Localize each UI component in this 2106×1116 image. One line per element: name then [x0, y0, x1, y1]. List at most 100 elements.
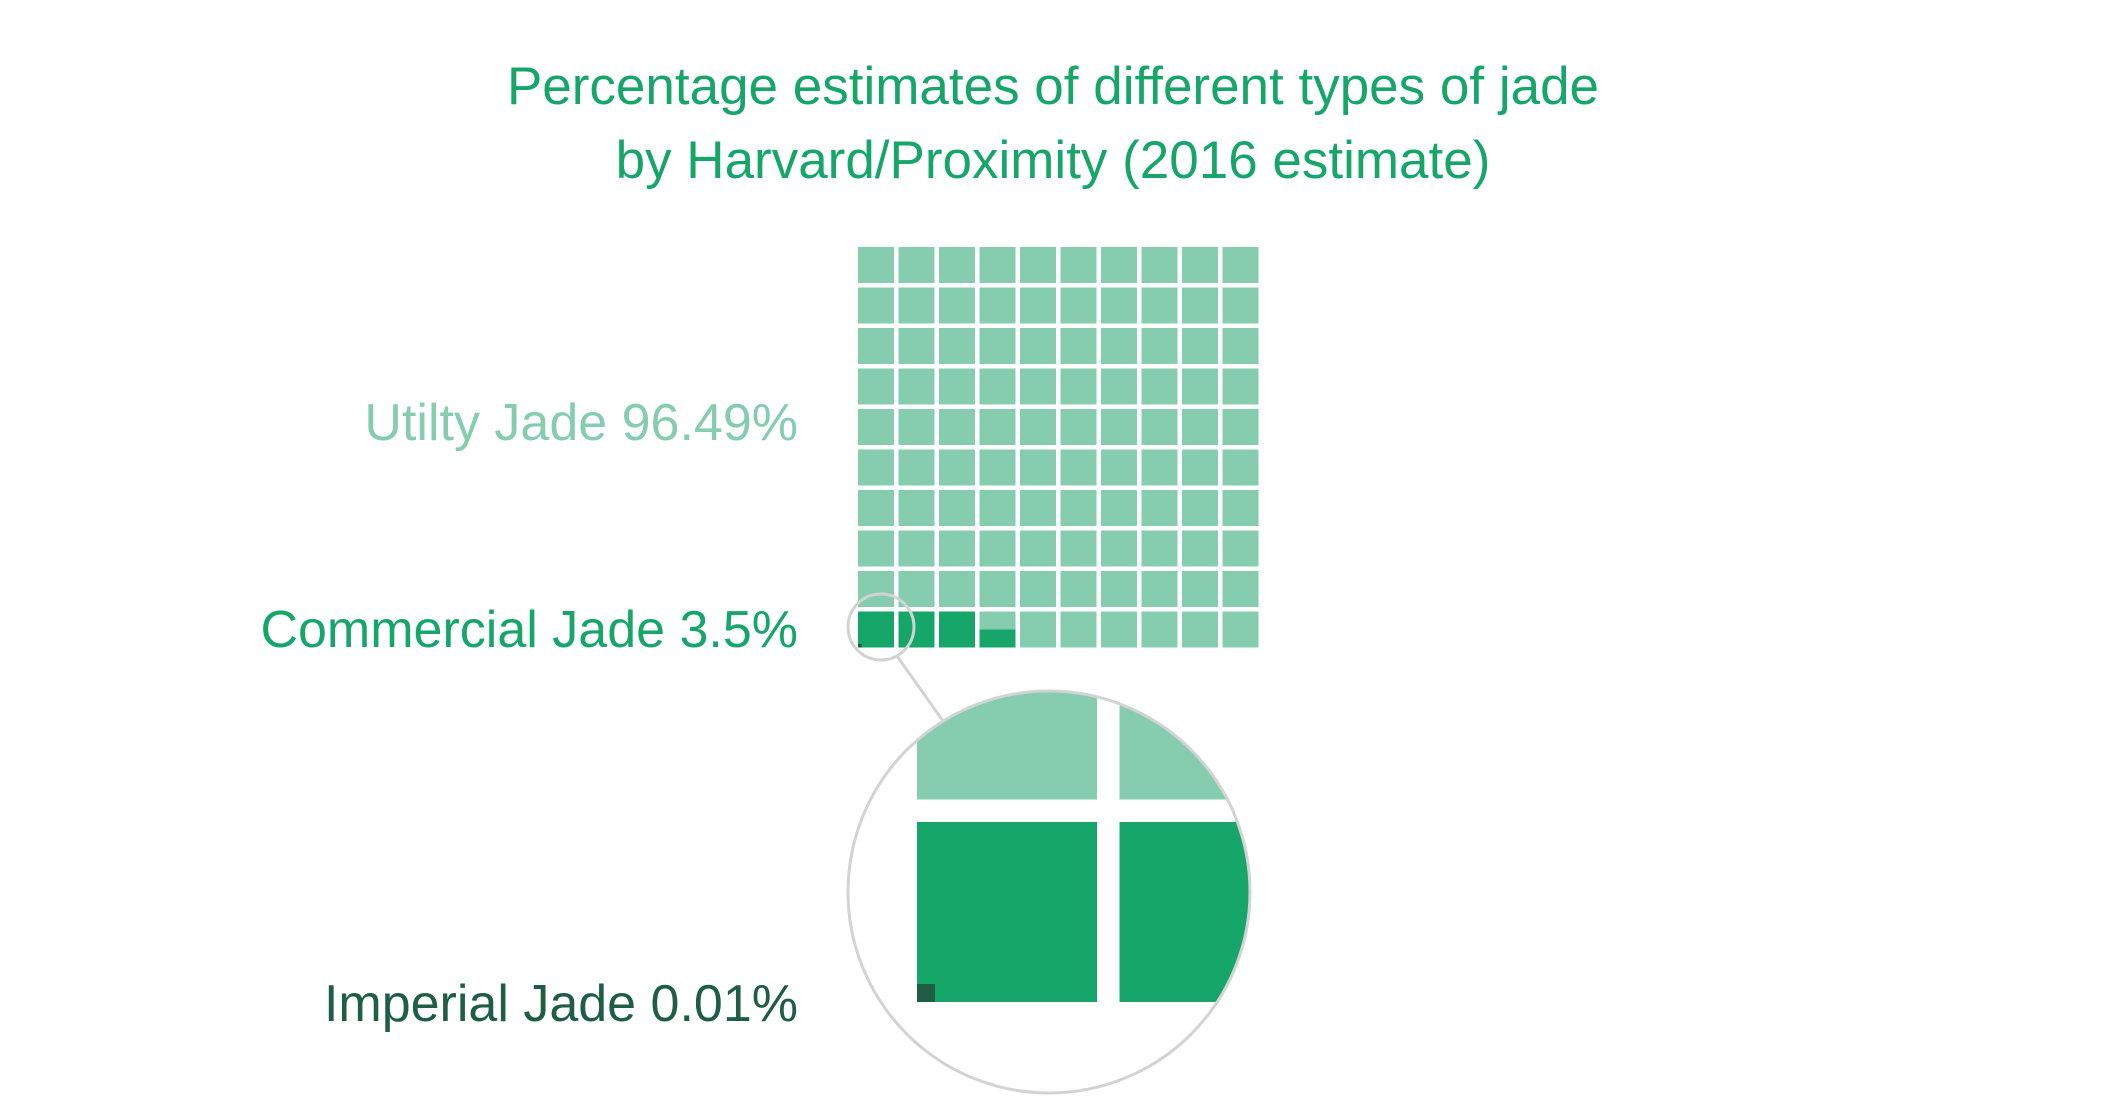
- waffle-square: [1101, 368, 1137, 405]
- waffle-square-commercial: [858, 611, 894, 648]
- waffle-square: [1060, 287, 1097, 324]
- waffle-square: [1182, 368, 1218, 405]
- waffle-square: [979, 449, 1016, 486]
- waffle-square: [1101, 449, 1137, 486]
- waffle-square: [1182, 449, 1218, 486]
- waffle-square: [1060, 409, 1097, 445]
- waffle-square: [898, 449, 935, 486]
- magnified-square: [1322, 620, 1502, 800]
- waffle-square: [1060, 611, 1097, 648]
- magnified-grid: [917, 417, 1502, 1002]
- magnified-square: [1322, 417, 1502, 597]
- waffle-square: [858, 328, 894, 364]
- waffle-square: [939, 287, 975, 324]
- waffle-square: [1060, 449, 1097, 486]
- waffle-square: [1182, 409, 1218, 445]
- chart-title-line-2: by Harvard/Proximity (2016 estimate): [615, 131, 1491, 190]
- waffle-square: [858, 409, 894, 445]
- waffle-square: [1222, 449, 1259, 486]
- chart-title: Percentage estimates of different types …: [0, 50, 2106, 198]
- waffle-square: [1182, 287, 1218, 324]
- waffle-square: [1222, 409, 1259, 445]
- waffle-square: [1101, 409, 1137, 445]
- legend-label-commercial: Commercial Jade 3.5%: [260, 601, 798, 659]
- waffle-square: [1060, 530, 1097, 567]
- waffle-square: [939, 328, 975, 364]
- waffle-square: [1020, 409, 1056, 445]
- magnified-square: [917, 822, 1097, 1002]
- waffle-square: [979, 409, 1016, 445]
- waffle-square: [1101, 490, 1137, 526]
- waffle-square: [1182, 611, 1218, 648]
- waffle-square: [1182, 328, 1218, 364]
- waffle-square: [979, 530, 1016, 567]
- waffle-square: [1020, 530, 1056, 567]
- waffle-square: [1020, 368, 1056, 405]
- waffle-square: [898, 530, 935, 567]
- waffle-square: [1141, 247, 1178, 283]
- waffle-square: [898, 328, 935, 364]
- waffle-square: [1222, 287, 1259, 324]
- waffle-square: [1020, 328, 1056, 364]
- waffle-square: [979, 368, 1016, 405]
- waffle-square: [1020, 490, 1056, 526]
- waffle-square: [858, 490, 894, 526]
- waffle-grid: [858, 247, 1259, 648]
- waffle-square: [1020, 287, 1056, 324]
- magnified-imperial-square: [917, 984, 935, 1002]
- waffle-square: [1222, 611, 1259, 648]
- waffle-square-commercial-partial: [979, 629, 1016, 648]
- waffle-square: [1060, 247, 1097, 283]
- waffle-square: [858, 368, 894, 405]
- waffle-square: [979, 247, 1016, 283]
- waffle-square: [1182, 247, 1218, 283]
- magnifier-source-circle: [846, 592, 916, 662]
- legend-label-utility: Utilty Jade 96.49%: [364, 394, 798, 452]
- waffle-square: [979, 490, 1016, 526]
- waffle-square: [939, 247, 975, 283]
- waffle-square: [858, 247, 894, 283]
- waffle-square: [939, 368, 975, 405]
- waffle-square: [1141, 611, 1178, 648]
- waffle-square: [939, 571, 975, 607]
- waffle-square: [979, 571, 1016, 607]
- waffle-square: [898, 287, 935, 324]
- waffle-square: [1141, 490, 1178, 526]
- magnifier-zoom-content: [917, 417, 1502, 1002]
- waffle-square: [1141, 287, 1178, 324]
- waffle-square: [858, 287, 894, 324]
- waffle-square: [1060, 571, 1097, 607]
- waffle-square: [1182, 571, 1218, 607]
- waffle-square: [1101, 247, 1137, 283]
- waffle-square-imperial: [858, 643, 862, 648]
- waffle-square: [1141, 328, 1178, 364]
- magnifier-connector-line: [895, 655, 945, 722]
- waffle-square: [1020, 449, 1056, 486]
- waffle-square: [1101, 287, 1137, 324]
- waffle-square: [1101, 571, 1137, 607]
- waffle-square: [939, 530, 975, 567]
- waffle-square: [858, 449, 894, 486]
- waffle-square: [1020, 611, 1056, 648]
- waffle-square: [939, 409, 975, 445]
- magnified-square: [1119, 822, 1250, 1002]
- waffle-square: [1222, 571, 1259, 607]
- waffle-square: [1101, 611, 1137, 648]
- waffle-square: [939, 449, 975, 486]
- waffle-square: [858, 530, 894, 567]
- waffle-square: [898, 490, 935, 526]
- waffle-square: [1020, 247, 1056, 283]
- waffle-square: [939, 490, 975, 526]
- waffle-square: [898, 571, 935, 607]
- waffle-square: [1141, 449, 1178, 486]
- waffle-square: [1020, 571, 1056, 607]
- waffle-square: [979, 287, 1016, 324]
- magnified-square: [1322, 822, 1502, 1002]
- waffle-square-commercial: [939, 611, 975, 648]
- waffle-square: [1182, 490, 1218, 526]
- waffle-square: [1222, 490, 1259, 526]
- legend-label-imperial: Imperial Jade 0.01%: [324, 975, 798, 1033]
- waffle-square: [1141, 530, 1178, 567]
- waffle-square: [1182, 530, 1218, 567]
